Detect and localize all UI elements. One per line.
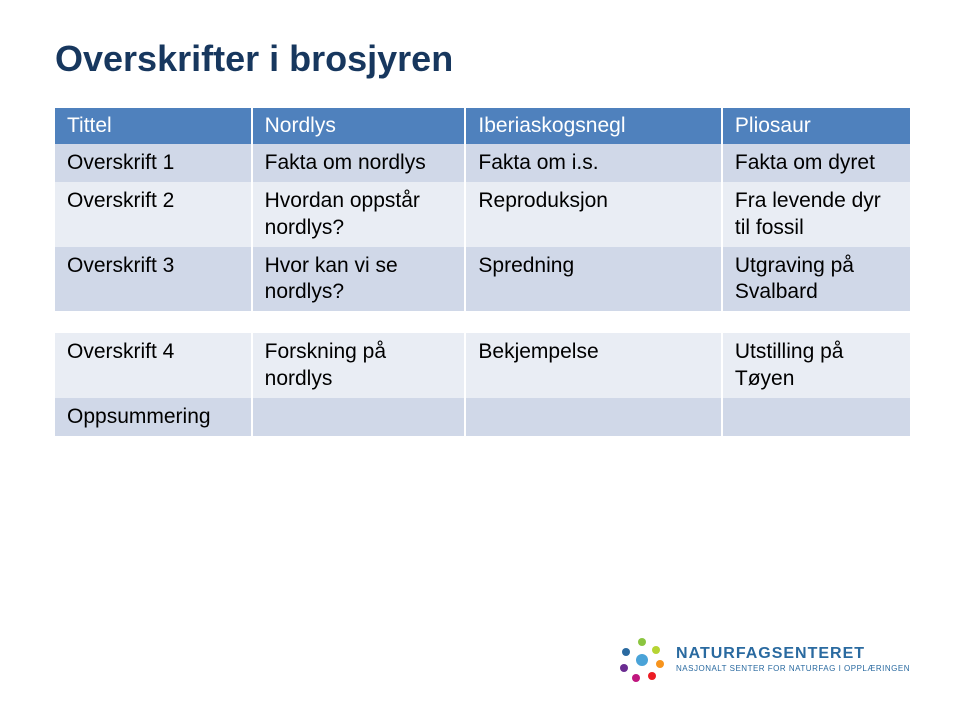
table-header-row: Tittel Nordlys Iberiaskogsnegl Pliosaur <box>55 108 910 144</box>
logo-text: NATURFAGSENTERET NASJONALT SENTER FOR NA… <box>676 646 910 674</box>
logo-title: NATURFAGSENTERET <box>676 646 910 662</box>
cell: Forskning på nordlys <box>252 333 466 398</box>
col-header: Iberiaskogsnegl <box>465 108 722 144</box>
cell-label: Overskrift 2 <box>55 182 252 247</box>
cell: Fakta om i.s. <box>465 144 722 182</box>
brochure-table: Tittel Nordlys Iberiaskogsnegl Pliosaur … <box>55 108 910 436</box>
cell: Utgraving på Svalbard <box>722 247 910 312</box>
col-header: Pliosaur <box>722 108 910 144</box>
cell: Hvordan oppstår nordlys? <box>252 182 466 247</box>
cell <box>722 398 910 436</box>
table-gap <box>55 311 910 333</box>
table-row: Overskrift 3 Hvor kan vi se nordlys? Spr… <box>55 247 910 312</box>
slide: Overskrifter i brosjyren Tittel Nordlys … <box>0 0 960 714</box>
logo: NATURFAGSENTERET NASJONALT SENTER FOR NA… <box>618 636 910 684</box>
cell: Hvor kan vi se nordlys? <box>252 247 466 312</box>
col-header: Tittel <box>55 108 252 144</box>
cell-label: Overskrift 1 <box>55 144 252 182</box>
cell-label: Overskrift 3 <box>55 247 252 312</box>
cell <box>252 398 466 436</box>
cell: Reproduksjon <box>465 182 722 247</box>
cell: Bekjempelse <box>465 333 722 398</box>
cell: Utstilling på Tøyen <box>722 333 910 398</box>
cell <box>465 398 722 436</box>
table-row: Oppsummering <box>55 398 910 436</box>
table-row: Overskrift 4 Forskning på nordlys Bekjem… <box>55 333 910 398</box>
cell-label: Overskrift 4 <box>55 333 252 398</box>
cell: Spredning <box>465 247 722 312</box>
table-row: Overskrift 1 Fakta om nordlys Fakta om i… <box>55 144 910 182</box>
page-title: Overskrifter i brosjyren <box>55 38 910 80</box>
logo-subtitle: NASJONALT SENTER FOR NATURFAG I OPPLÆRIN… <box>676 664 910 674</box>
cell: Fakta om nordlys <box>252 144 466 182</box>
table-row: Overskrift 2 Hvordan oppstår nordlys? Re… <box>55 182 910 247</box>
cell: Fra levende dyr til fossil <box>722 182 910 247</box>
logo-mark-icon <box>618 636 666 684</box>
cell: Fakta om dyret <box>722 144 910 182</box>
cell-label: Oppsummering <box>55 398 252 436</box>
col-header: Nordlys <box>252 108 466 144</box>
